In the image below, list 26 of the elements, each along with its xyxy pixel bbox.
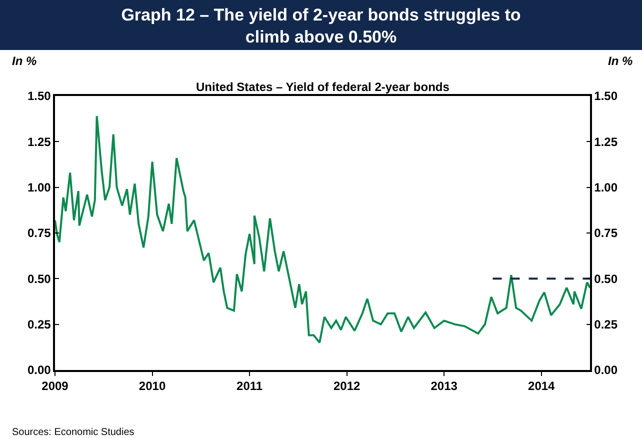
x-tick-label: 2013 — [430, 379, 458, 394]
y2-tick-label: 0.25 — [594, 318, 618, 332]
y2-tick-label: 1.50 — [594, 89, 618, 104]
y-axis-title: In % — [12, 54, 37, 68]
x-tick-label: 2014 — [528, 379, 556, 394]
y-tick-label: 1.25 — [27, 134, 52, 149]
y2-tick-label: 0.50 — [594, 272, 618, 286]
x-tick-label: 2012 — [333, 379, 360, 394]
y-tick-label: 0.75 — [27, 226, 52, 240]
y2-tick-label: 1.25 — [594, 134, 618, 149]
y2-tick-label: 0.00 — [594, 363, 618, 378]
y-tick-label: 1.00 — [27, 180, 52, 195]
y2-axis-title: In % — [608, 54, 633, 68]
y-tick-label: 1.50 — [27, 89, 52, 104]
y-tick-label: 0.50 — [27, 272, 52, 286]
x-tick-label: 2011 — [236, 379, 263, 394]
y2-tick-label: 0.75 — [594, 226, 618, 240]
source-note: Sources: Economic Studies — [12, 427, 134, 438]
x-tick-label: 2010 — [138, 379, 166, 394]
chart-title: Graph 12 – The yield of 2-year bonds struggles to climb above 0.50% — [121, 5, 521, 46]
line-series — [55, 115, 590, 344]
y2-tick-label: 1.00 — [594, 180, 618, 195]
y-tick-label: 0.25 — [27, 318, 52, 332]
chart-subtitle: United States – Yield of federal 2-year bonds — [196, 80, 450, 94]
x-tick-label: 2009 — [42, 379, 69, 394]
y-tick-label: 0.00 — [27, 363, 52, 378]
